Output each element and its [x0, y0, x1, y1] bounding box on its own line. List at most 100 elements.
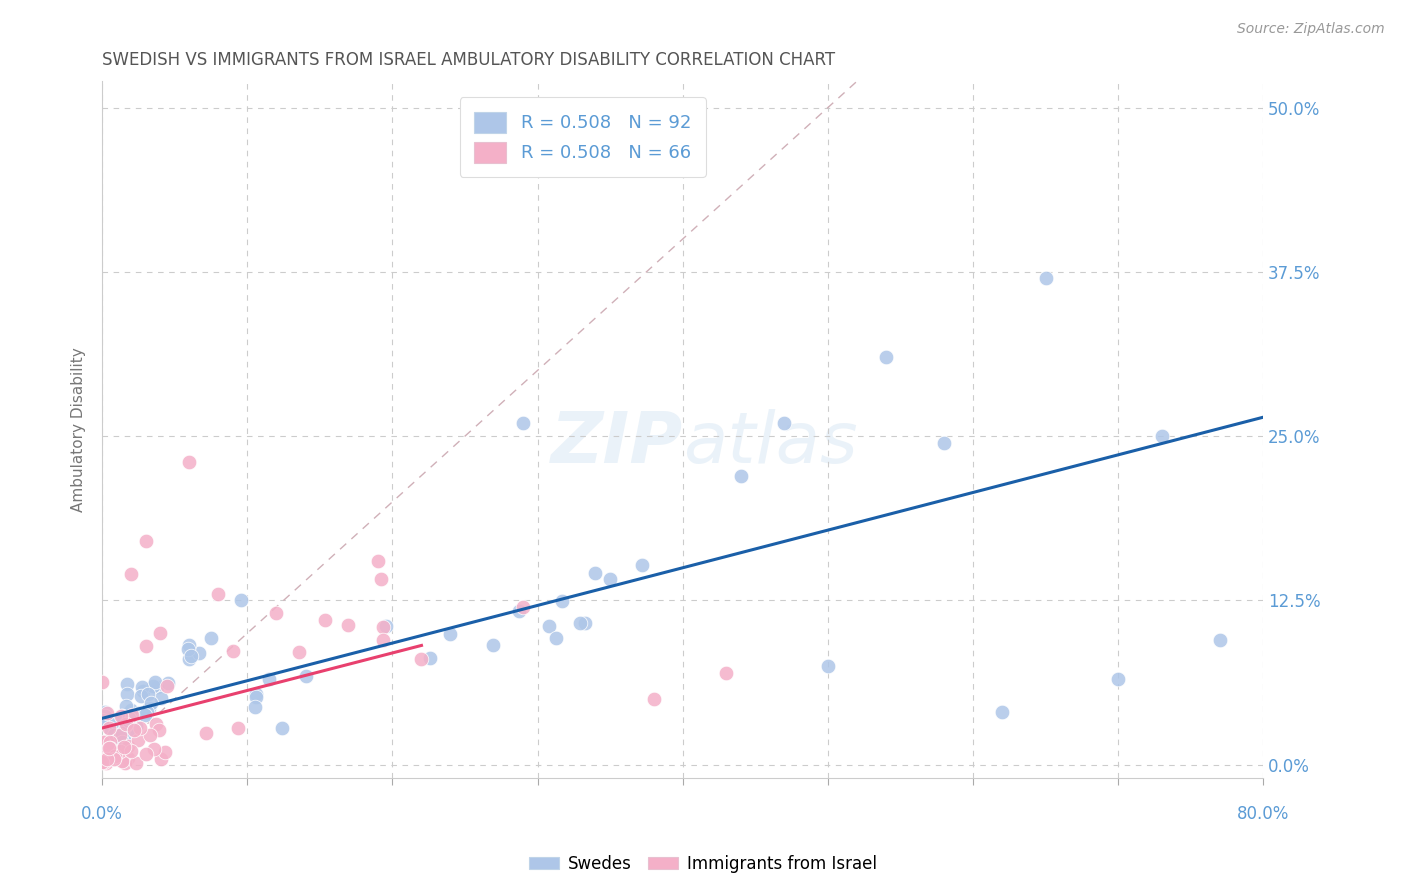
Point — [367, 554, 389, 568]
Point — [118, 718, 141, 732]
Point — [574, 615, 596, 630]
Point — [139, 728, 162, 742]
Point — [373, 620, 395, 634]
Point — [100, 746, 122, 760]
Point — [91, 674, 114, 689]
Text: Source: ZipAtlas.com: Source: ZipAtlas.com — [1237, 22, 1385, 37]
Point — [94, 709, 117, 723]
Point — [643, 140, 665, 154]
Point — [112, 727, 135, 741]
Point — [107, 748, 129, 763]
Point — [104, 723, 127, 737]
Point — [98, 741, 121, 756]
Point — [93, 745, 115, 759]
Point — [546, 631, 568, 645]
Point — [512, 416, 534, 430]
Point — [143, 674, 166, 689]
Point — [370, 572, 392, 586]
Point — [93, 753, 115, 767]
Point — [188, 646, 211, 660]
Text: SWEDISH VS IMMIGRANTS FROM ISRAEL AMBULATORY DISABILITY CORRELATION CHART: SWEDISH VS IMMIGRANTS FROM ISRAEL AMBULA… — [103, 51, 835, 69]
Point — [111, 726, 134, 740]
Point — [157, 675, 180, 690]
Point — [245, 687, 267, 701]
Point — [194, 725, 217, 739]
Point — [875, 351, 897, 365]
Point — [117, 677, 139, 691]
Point — [149, 626, 172, 640]
Y-axis label: Ambulatory Disability: Ambulatory Disability — [72, 347, 86, 512]
Point — [96, 740, 118, 755]
Point — [314, 613, 336, 627]
Point — [118, 711, 141, 725]
Point — [120, 723, 142, 737]
Point — [97, 742, 120, 756]
Point — [93, 756, 115, 770]
Point — [108, 732, 131, 747]
Point — [1035, 271, 1057, 285]
Point — [120, 567, 142, 582]
Point — [411, 652, 433, 666]
Point — [98, 741, 121, 756]
Point — [568, 616, 591, 631]
Point — [643, 691, 665, 706]
Point — [135, 534, 157, 549]
Point — [132, 683, 155, 698]
Point — [143, 741, 166, 756]
Point — [229, 593, 252, 607]
Point — [115, 687, 138, 701]
Point — [932, 435, 955, 450]
Text: atlas: atlas — [683, 409, 858, 478]
Point — [120, 703, 142, 717]
Point — [245, 699, 267, 714]
Point — [124, 718, 146, 732]
Point — [114, 699, 136, 714]
Point — [135, 639, 157, 653]
Point — [117, 751, 139, 765]
Point — [129, 721, 152, 735]
Legend: Swedes, Immigrants from Israel: Swedes, Immigrants from Israel — [523, 848, 883, 880]
Point — [538, 619, 561, 633]
Point — [110, 709, 132, 723]
Point — [550, 594, 572, 608]
Point — [630, 558, 652, 572]
Point — [120, 744, 142, 758]
Point — [107, 734, 129, 748]
Point — [125, 756, 148, 770]
Point — [98, 735, 121, 749]
Point — [288, 645, 311, 659]
Point — [124, 723, 146, 737]
Point — [96, 734, 118, 748]
Point — [177, 641, 200, 656]
Point — [103, 723, 125, 737]
Point — [94, 751, 117, 765]
Point — [1208, 632, 1230, 647]
Point — [91, 755, 114, 769]
Point — [98, 749, 121, 764]
Point — [100, 723, 122, 738]
Point — [337, 618, 360, 632]
Point — [97, 722, 120, 736]
Point — [1107, 672, 1129, 686]
Point — [179, 652, 201, 666]
Point — [112, 732, 135, 747]
Point — [149, 752, 172, 766]
Point — [179, 455, 201, 469]
Point — [146, 680, 169, 694]
Point — [179, 638, 201, 652]
Point — [482, 638, 505, 652]
Point — [129, 689, 152, 703]
Point — [108, 728, 131, 742]
Point — [111, 708, 134, 723]
Point — [508, 604, 530, 618]
Point — [104, 748, 127, 763]
Point — [136, 705, 159, 719]
Point — [117, 720, 139, 734]
Point — [128, 706, 150, 720]
Point — [145, 717, 167, 731]
Point — [599, 572, 621, 586]
Point — [226, 721, 249, 735]
Point — [773, 416, 796, 430]
Point — [207, 587, 229, 601]
Point — [91, 755, 114, 769]
